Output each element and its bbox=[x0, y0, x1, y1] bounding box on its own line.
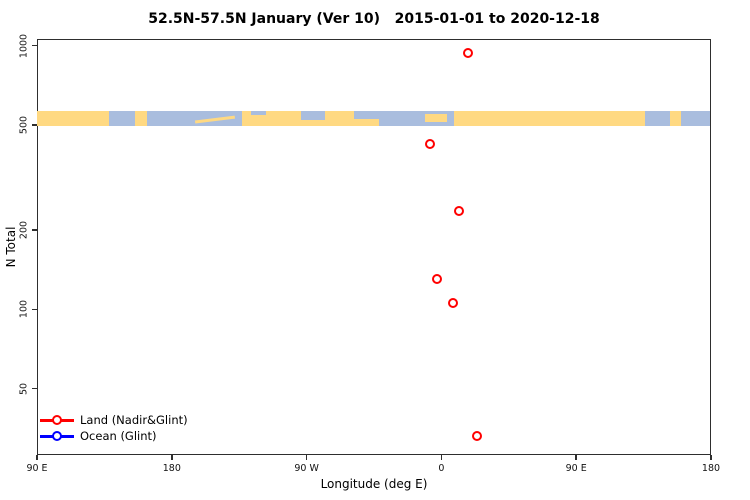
map-band-ocean bbox=[644, 110, 671, 126]
map-band-patch-land bbox=[425, 113, 447, 123]
x-tick bbox=[710, 455, 712, 460]
x-tick-label: 90 E bbox=[565, 463, 587, 474]
map-band-ocean bbox=[109, 110, 136, 126]
chart-title: 52.5N-57.5N January (Ver 10) 2015-01-01 … bbox=[148, 11, 600, 27]
x-tick-label: 180 bbox=[162, 463, 181, 474]
legend-item-ocean: Ocean (Glint) bbox=[40, 428, 188, 444]
y-axis-title: N Total bbox=[4, 226, 18, 268]
data-point bbox=[448, 298, 459, 309]
y-tick-label: 1000 bbox=[18, 33, 30, 58]
x-tick bbox=[36, 455, 38, 460]
y-tick bbox=[32, 308, 37, 311]
map-band-ocean bbox=[680, 110, 711, 126]
y-tick-label: 100 bbox=[18, 300, 30, 319]
y-tick bbox=[32, 44, 37, 47]
y-tick-label: 200 bbox=[18, 220, 30, 239]
data-point bbox=[472, 430, 483, 441]
map-band-land bbox=[36, 110, 110, 126]
x-axis-title: Longitude (deg E) bbox=[320, 477, 428, 491]
data-point bbox=[453, 205, 464, 216]
map-band-land bbox=[670, 110, 681, 126]
x-tick bbox=[171, 455, 173, 460]
y-tick bbox=[32, 387, 37, 390]
map-band-patch-ocean bbox=[250, 110, 266, 115]
data-point bbox=[425, 139, 436, 150]
y-tick bbox=[32, 229, 37, 231]
map-band-land bbox=[135, 110, 147, 126]
y-tick-label: 50 bbox=[18, 382, 30, 395]
map-band-land bbox=[454, 110, 645, 126]
map-band-patch-land bbox=[354, 118, 380, 126]
ocean-series-marker-icon bbox=[40, 428, 74, 444]
data-point bbox=[432, 273, 443, 284]
land-series-marker-icon bbox=[40, 412, 74, 428]
legend-item-land: Land (Nadir&Glint) bbox=[40, 412, 188, 428]
map-band-land bbox=[241, 110, 355, 126]
map-band-ocean bbox=[146, 110, 242, 126]
data-point bbox=[462, 48, 473, 59]
legend-label: Land (Nadir&Glint) bbox=[80, 413, 188, 427]
x-tick-label: 90 E bbox=[26, 463, 48, 474]
legend-label: Ocean (Glint) bbox=[80, 429, 157, 443]
legend-ring-icon bbox=[52, 415, 62, 425]
legend-ring-icon bbox=[52, 431, 62, 441]
x-tick bbox=[575, 455, 577, 460]
legend: Land (Nadir&Glint) Ocean (Glint) bbox=[40, 412, 188, 444]
map-band-patch-ocean bbox=[300, 110, 325, 120]
x-tick bbox=[440, 455, 443, 460]
x-tick-label: 0 bbox=[438, 463, 445, 474]
x-tick bbox=[305, 455, 308, 460]
x-tick-label: 180 bbox=[701, 463, 721, 474]
y-tick-label: 500 bbox=[18, 115, 30, 135]
plot-area bbox=[36, 39, 711, 455]
y-tick bbox=[32, 124, 37, 126]
x-tick-label: 90 W bbox=[294, 463, 319, 474]
